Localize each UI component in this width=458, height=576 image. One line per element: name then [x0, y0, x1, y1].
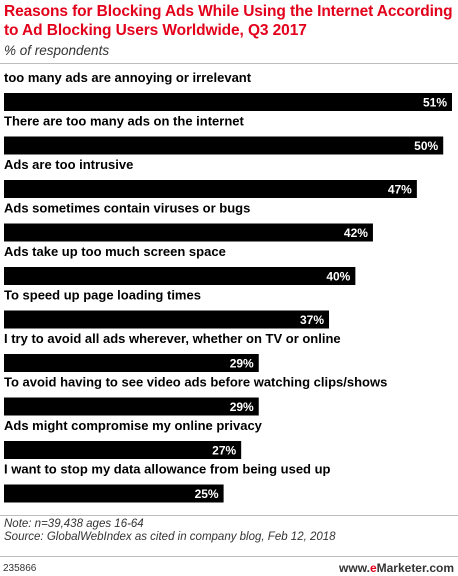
bar — [4, 267, 356, 285]
bar-value-label: 50% — [414, 139, 438, 153]
category-label: I try to avoid all ads wherever, whether… — [4, 331, 341, 346]
brand-logo[interactable]: www.eMarketer.com — [339, 561, 454, 575]
category-label: To avoid having to see video ads before … — [4, 375, 387, 390]
brand-accent-letter: e — [369, 561, 377, 575]
bar-value-label: 40% — [326, 270, 350, 284]
category-label: Ads take up too much screen space — [4, 244, 226, 259]
bar-value-label: 37% — [300, 313, 324, 327]
header-divider — [0, 63, 458, 64]
bar-chart: too many ads are annoying or irrelevant 5… — [4, 70, 452, 503]
chart-id: 235866 — [3, 563, 37, 574]
footnote-source: Source: GlobalWebIndex as cited in compa… — [4, 531, 336, 543]
brand-prefix: www. — [339, 561, 370, 575]
bar — [4, 93, 452, 111]
bar — [4, 223, 373, 242]
footnote-note: Note: n=39,438 ages 16-64 — [4, 518, 144, 530]
bar-value-label: 51% — [423, 96, 447, 110]
bar-value-label: 29% — [230, 400, 254, 414]
chart-subtitle: % of respondents — [4, 43, 110, 58]
category-label: I want to stop my data allowance from be… — [4, 462, 331, 477]
bar — [4, 136, 444, 155]
category-label: Ads sometimes contain viruses or bugs — [4, 201, 250, 216]
bar-value-label: 25% — [195, 487, 219, 501]
category-label: Ads might compromise my online privacy — [4, 418, 263, 433]
bar — [4, 441, 242, 459]
footer-divider — [0, 515, 458, 516]
bar — [4, 354, 259, 372]
bar — [4, 397, 259, 416]
category-label: To speed up page loading times — [4, 288, 201, 303]
bar-value-label: 29% — [230, 357, 254, 371]
bar — [4, 180, 417, 198]
bar-value-label: 47% — [388, 183, 412, 197]
bar — [4, 484, 224, 503]
category-label: too many ads are annoying or irrelevant — [4, 70, 252, 85]
bottom-divider — [0, 556, 458, 557]
category-label: Ads are too intrusive — [4, 157, 133, 172]
chart-title: Reasons for Blocking Ads While Using the… — [4, 3, 453, 39]
brand-suffix: Marketer.com — [376, 561, 454, 575]
category-label: There are too many ads on the internet — [4, 114, 244, 129]
bar-value-label: 27% — [212, 444, 236, 458]
bar-value-label: 42% — [344, 226, 368, 240]
bar — [4, 310, 330, 329]
